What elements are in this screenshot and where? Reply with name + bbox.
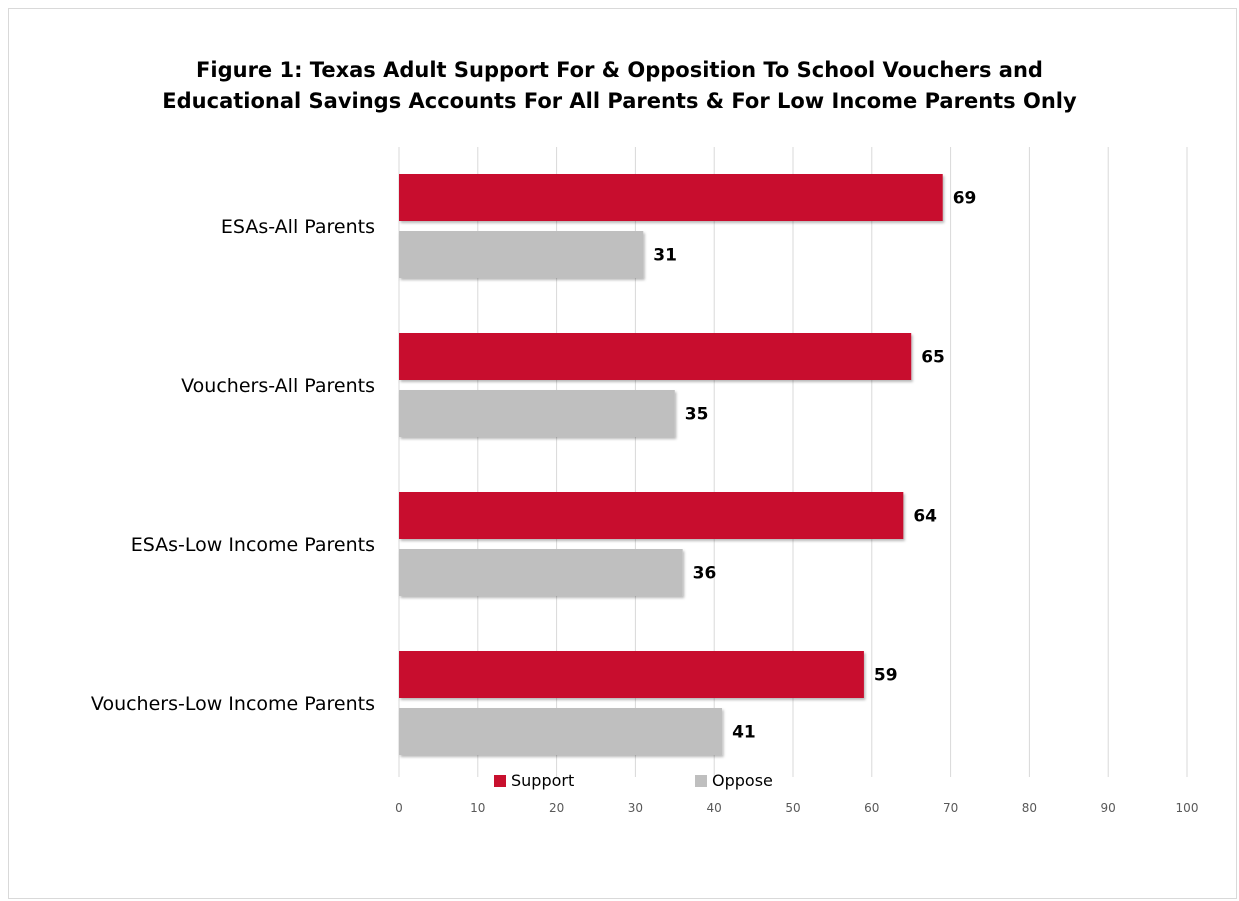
legend-item-oppose: Oppose xyxy=(695,771,773,790)
bar-support xyxy=(399,651,864,698)
bar-oppose xyxy=(399,708,723,755)
legend-label-oppose: Oppose xyxy=(712,771,773,790)
x-tick-label: 0 xyxy=(395,801,403,815)
legend-label-support: Support xyxy=(511,771,575,790)
bar-support xyxy=(399,333,912,380)
legend-item-support: Support xyxy=(494,771,574,790)
x-tick-label: 90 xyxy=(1101,801,1116,815)
data-label: 59 xyxy=(874,666,898,686)
chart-title-line-1: Figure 1: Texas Adult Support For & Oppo… xyxy=(196,58,1043,82)
bar-oppose xyxy=(399,390,675,437)
bar-support xyxy=(399,492,904,539)
bar-oppose xyxy=(399,549,683,596)
bar-oppose xyxy=(399,231,644,278)
legend-swatch-oppose xyxy=(695,774,707,787)
x-tick-label: 80 xyxy=(1022,801,1037,815)
x-tick-label: 20 xyxy=(549,801,564,815)
chart-title: Figure 1: Texas Adult Support For & Oppo… xyxy=(0,55,1239,117)
data-label: 65 xyxy=(921,348,945,368)
data-label: 36 xyxy=(693,564,717,584)
legend-swatch-support xyxy=(494,774,506,787)
data-label: 31 xyxy=(653,246,677,266)
x-tick-label: 30 xyxy=(628,801,643,815)
data-label: 41 xyxy=(732,723,756,743)
legend: Support Oppose xyxy=(0,771,1239,795)
x-tick-label: 70 xyxy=(943,801,958,815)
bar-support xyxy=(399,174,943,221)
bars xyxy=(399,174,943,755)
x-tick-label: 40 xyxy=(707,801,722,815)
category-label: ESAs-All Parents xyxy=(221,216,375,238)
data-label: 69 xyxy=(953,189,977,209)
category-label: Vouchers-All Parents xyxy=(181,375,375,397)
x-tick-label: 50 xyxy=(785,801,800,815)
labels: 0 10 20 30 40 50 60 70 80 90 100 69 31 ESAs-All Paren… xyxy=(91,189,1199,816)
x-tick-label: 100 xyxy=(1176,801,1199,815)
category-label: ESAs-Low Income Parents xyxy=(131,534,375,556)
chart-title-line-2: Educational Savings Accounts For All Par… xyxy=(162,89,1077,113)
data-label: 64 xyxy=(913,507,937,527)
data-label: 35 xyxy=(685,405,709,425)
category-label: Vouchers-Low Income Parents xyxy=(91,693,375,715)
x-tick-label: 10 xyxy=(470,801,485,815)
x-tick-label: 60 xyxy=(864,801,879,815)
